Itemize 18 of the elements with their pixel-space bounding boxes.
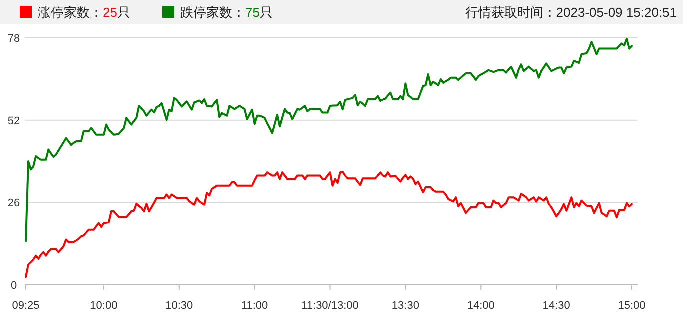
x-tick-label: 10:30	[166, 300, 194, 312]
line-series	[25, 170, 633, 278]
y-tick-label: 78	[8, 33, 20, 45]
legend-label: 跌停家数：75只	[180, 5, 273, 20]
y-tick-label: 26	[8, 198, 20, 210]
x-tick-label: 11:00	[241, 300, 268, 312]
y-tick-label: 0	[10, 280, 18, 292]
x-tick-label: 13:30	[392, 300, 420, 312]
x-tick-label: 11:30/13:00	[302, 300, 359, 312]
legend-label: 涨停家数：25只	[38, 5, 130, 20]
y-tick-label: 52	[8, 115, 20, 128]
line-series	[25, 38, 633, 242]
x-tick-label: 10:00	[90, 300, 118, 312]
x-tick-label: 09:25	[12, 300, 40, 312]
x-tick-label: 14:00	[467, 300, 495, 312]
x-tick-label: 15:00	[618, 300, 646, 312]
text: 行情获取时间：2023-05-09 15:20:51	[465, 5, 677, 20]
x-tick-label: 14:30	[542, 300, 570, 312]
